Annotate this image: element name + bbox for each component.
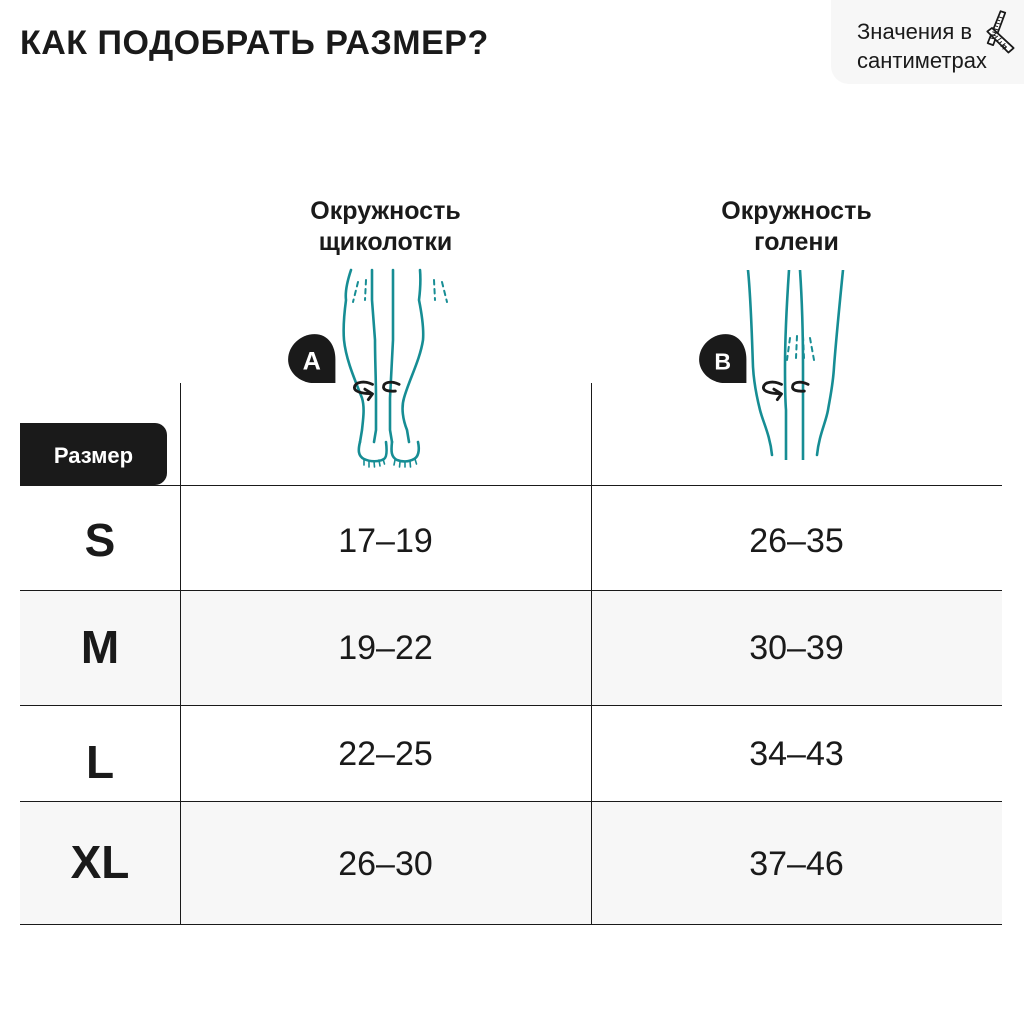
svg-text:A: A <box>303 347 321 375</box>
svg-text:B: B <box>714 348 731 374</box>
